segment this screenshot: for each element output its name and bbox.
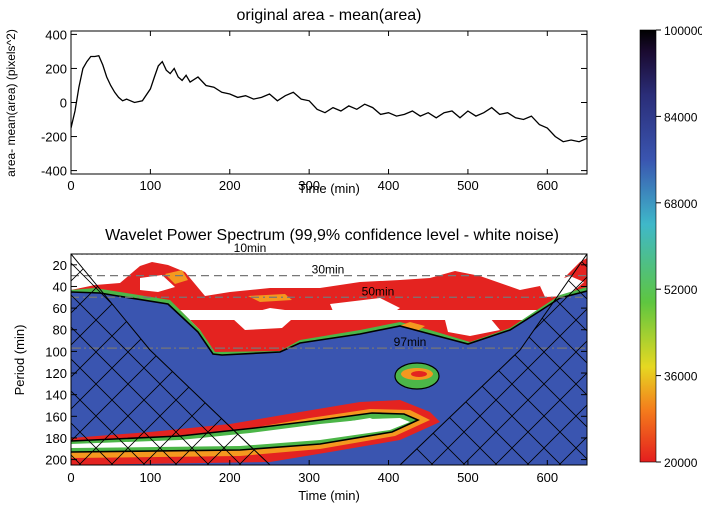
x-tick-label: 400: [378, 470, 400, 485]
low-power-hole: [330, 298, 400, 316]
period-line-label: 30min: [312, 263, 345, 277]
y-tick-label: 200: [45, 61, 67, 76]
y-tick-label: 140: [45, 388, 67, 403]
y-tick-label: 120: [45, 366, 67, 381]
x-tick-label: 0: [67, 470, 74, 485]
x-tick-label: 100: [140, 178, 162, 193]
y-tick-label: 0: [60, 96, 67, 111]
timeseries-x-axis: 0 100 200 300 400 500 600: [67, 31, 558, 193]
y-tick-label: 400: [45, 27, 67, 42]
x-tick-label: 600: [536, 470, 558, 485]
period-line-label: 10min: [234, 241, 267, 255]
x-tick-label: 0: [67, 178, 74, 193]
wavelet-x-label: Time (min): [298, 488, 360, 503]
y-tick-label: 80: [53, 323, 67, 338]
wavelet-y-axis: 20 40 60 80 100 120 140 160 180 200: [45, 258, 587, 468]
cone-of-influence-edge: [71, 254, 587, 465]
x-tick-label: 500: [457, 470, 479, 485]
y-tick-label: 200: [45, 453, 67, 468]
period-line-label: 97min: [394, 335, 427, 349]
power-island-red: [411, 371, 427, 377]
timeseries-plot-frame: [70, 30, 588, 175]
x-tick-label: 200: [219, 178, 241, 193]
y-tick-label: 20: [53, 258, 67, 273]
colorbar-tick-label: 52000: [664, 283, 698, 297]
colorbar-tick-label: 20000: [664, 456, 698, 470]
x-tick-label: 200: [219, 470, 241, 485]
colorbar-gradient: [639, 29, 657, 463]
x-tick-label: 100: [140, 470, 162, 485]
low-power-patch-orange: [165, 270, 188, 284]
period-line-label: 50min: [362, 284, 395, 298]
wavelet-contours: [71, 254, 587, 465]
y-tick-label: -400: [41, 164, 67, 179]
low-power-hole: [342, 418, 385, 432]
colorbar-tick-label: 84000: [664, 110, 698, 124]
colorbar-ticks: 100000 84000 68000 52000 36000 20000: [656, 24, 702, 470]
wavelet-title: Wavelet Power Spectrum (99,9% confidence…: [105, 227, 559, 244]
colorbar: 100000 84000 68000 52000 36000 20000: [639, 24, 702, 470]
timeseries-line-group: [71, 54, 587, 143]
timeseries-chart: original area - mean(area) 0 100 200 300 400…: [4, 7, 588, 196]
low-power-hole: [445, 318, 500, 336]
colorbar-tick-label: 36000: [664, 370, 698, 384]
wavelet-plot-frame: [70, 253, 588, 466]
significance-contour: [71, 290, 587, 356]
y-tick-label: 60: [53, 301, 67, 316]
colorbar-tick-label: 68000: [664, 197, 698, 211]
y-tick-label: -200: [41, 130, 67, 145]
x-tick-label: 500: [457, 178, 479, 193]
y-tick-label: 180: [45, 431, 67, 446]
timeseries-title: original area - mean(area): [237, 7, 422, 24]
x-tick-label: 400: [378, 178, 400, 193]
wavelet-y-label: Period (min): [12, 325, 27, 396]
cone-of-influence-right: [400, 254, 587, 465]
timeseries-x-label: Time (min): [298, 181, 360, 196]
period-reference-labels: 10min 30min 50min 97min: [234, 241, 427, 349]
y-tick-label: 160: [45, 409, 67, 424]
cone-of-influence-left: [71, 254, 270, 465]
x-tick-label: 300: [298, 470, 320, 485]
low-power-hole: [232, 308, 300, 330]
wavelet-x-axis: 0 100 200 300 400 500 600: [67, 460, 558, 485]
low-power-patch-orange: [248, 294, 292, 302]
timeseries-y-axis: -400 -200 0 200 400: [41, 27, 587, 179]
x-tick-label: 300: [298, 178, 320, 193]
wavelet-chart: Wavelet Power Spectrum (99,9% confidence…: [12, 227, 588, 503]
colorbar-tick-label: 100000: [664, 24, 702, 38]
series-line: [71, 54, 587, 143]
low-power-hole: [140, 275, 175, 292]
x-tick-label: 600: [536, 178, 558, 193]
y-tick-label: 100: [45, 344, 67, 359]
timeseries-y-label: area- mean(area) (pixels^2): [4, 29, 18, 177]
period-reference-lines: [71, 254, 587, 349]
power-region-white-lower: [71, 418, 410, 448]
y-tick-label: 40: [53, 279, 67, 294]
